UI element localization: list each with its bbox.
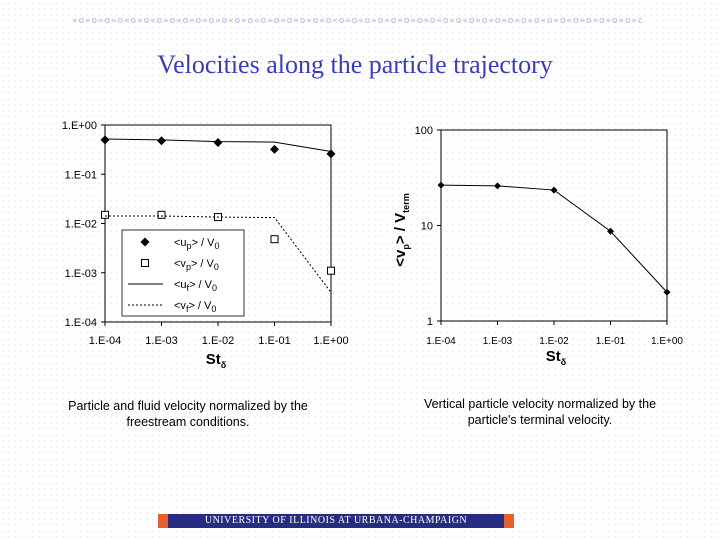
data-point-square — [270, 235, 279, 244]
series-line-2 — [104, 138, 332, 152]
legend: <up> / V0 <vp> / V0 <uf> / V0 <vf> / V0 — [121, 229, 245, 317]
x-tick-label: 1.E-03 — [145, 335, 177, 347]
y-tick-label: 1.E-03 — [65, 268, 97, 280]
y-tick-label: 1.E-04 — [65, 317, 97, 329]
decorative-border: «o»o«o»o«o»o«o»o«o»o«o»o«o»o«o»o«o»o«o»o… — [72, 16, 642, 26]
legend-label: <vf> / V0 — [174, 300, 216, 314]
data-point-diamond — [213, 138, 223, 148]
x-tick-label: 1.E-01 — [258, 335, 290, 347]
data-point-square — [157, 210, 166, 219]
legend-label: <uf> / V0 — [174, 279, 217, 293]
slide-title: Velocities along the particle trajectory — [157, 50, 553, 79]
x-tick-label: 1.E-04 — [89, 335, 121, 347]
y-tick-label: 1.E+00 — [62, 120, 97, 132]
legend-marker-diamond — [140, 237, 150, 247]
legend-label: <vp> / V0 — [174, 258, 219, 272]
legend-marker-square — [141, 259, 149, 267]
legend-box — [121, 229, 245, 317]
x-axis-title: Stδ — [206, 351, 227, 370]
x-tick-label: 1.E+00 — [313, 335, 348, 347]
y-tick-label: 1.E-01 — [65, 169, 97, 181]
caption-left: Particle and fluid velocity normalized b… — [68, 399, 308, 429]
caption-right: Vertical particle velocity normalized by… — [423, 397, 657, 427]
data-point-square — [327, 266, 335, 275]
data-point-diamond — [270, 144, 279, 154]
legend-label: <up> / V0 — [174, 237, 220, 251]
y-tick-label: 1.E-02 — [65, 219, 97, 231]
university-footer-banner: UNIVERSITY OF ILLINOIS AT URBANA-CHAMPAI… — [158, 514, 514, 528]
data-point-diamond — [157, 136, 166, 146]
data-point-diamond — [100, 135, 110, 145]
data-point-square — [101, 210, 109, 219]
series-line-3 — [105, 215, 332, 293]
x-tick-label: 1.E-02 — [202, 335, 234, 347]
